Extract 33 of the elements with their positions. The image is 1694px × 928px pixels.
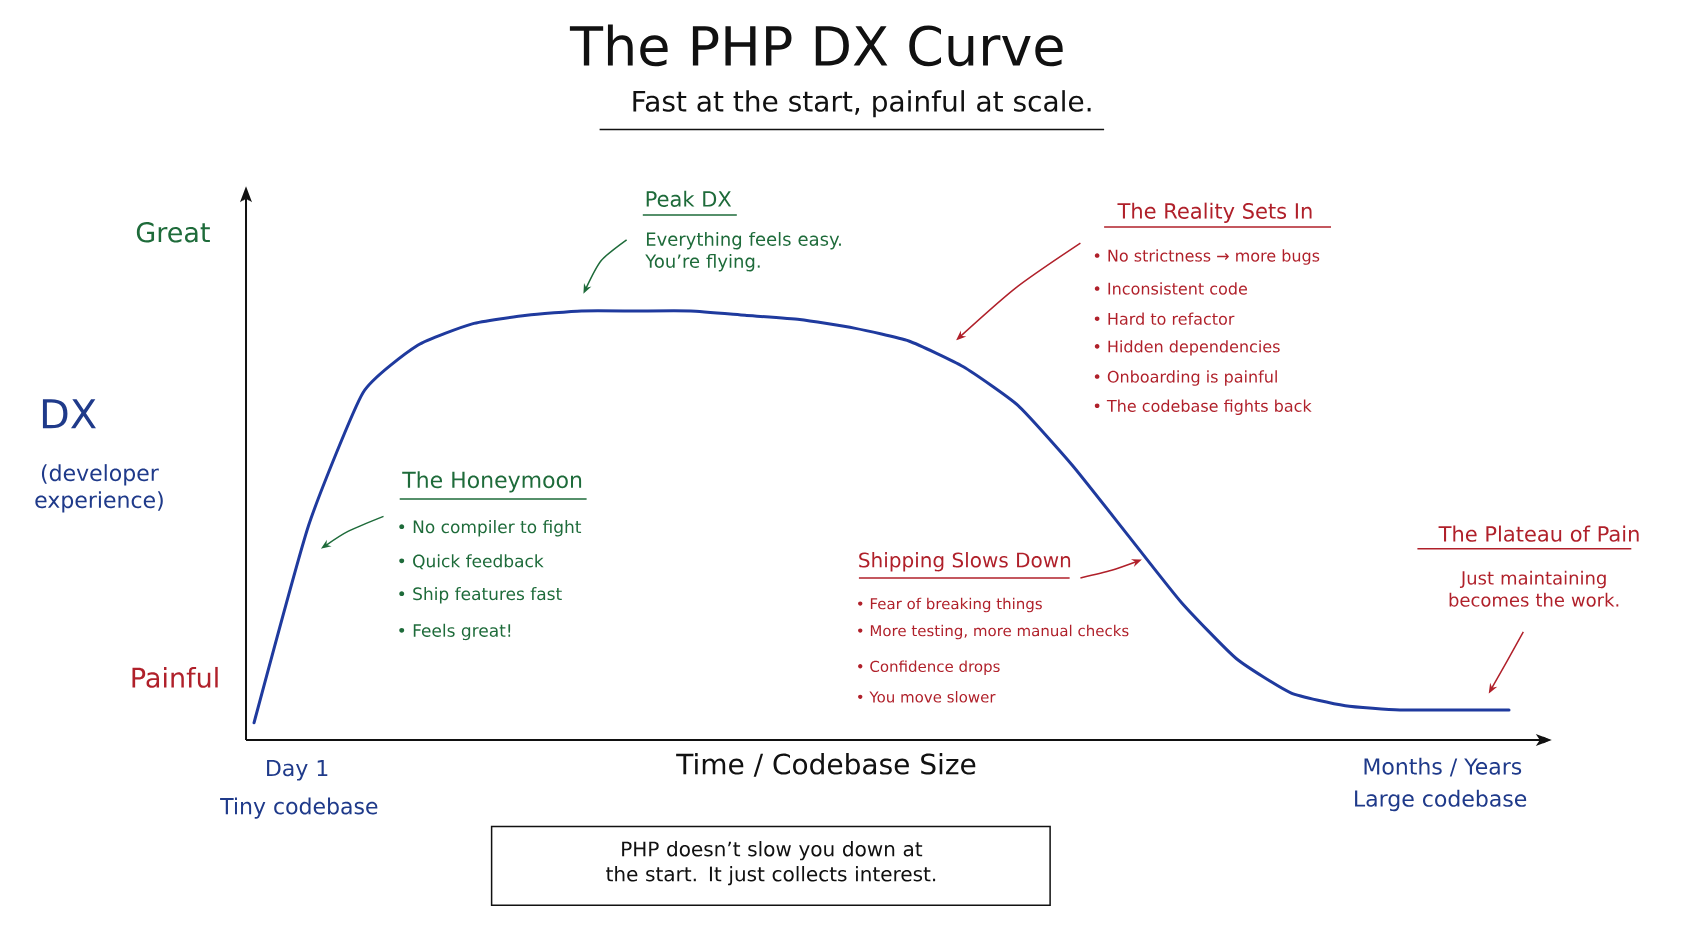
text: • No strictness → more bugs <box>1094 249 1320 265</box>
annotation: • Confidence drops <box>858 660 1000 675</box>
annotation: Just maintaining becomes the work. <box>1449 570 1619 607</box>
text: Large codebase <box>1355 789 1527 812</box>
annotation: • Ship features fast <box>399 587 562 604</box>
annotation: • You move slower <box>858 690 996 703</box>
annotation: • Feels great! <box>399 623 511 641</box>
chart-subtitle: Fast at the start, painful at scale. <box>633 90 1091 118</box>
annotation: • Hard to refactor <box>1094 312 1235 325</box>
annotation: • The codebase fights back <box>1094 399 1312 416</box>
x-axis-title: Time / Codebase Size <box>676 752 976 777</box>
text: Day 1 <box>267 759 328 781</box>
chart-title: The PHP DX Curve <box>569 24 1063 67</box>
annotation: • Quick feedback <box>399 554 544 570</box>
text: Tiny codebase <box>220 797 378 819</box>
annotation: The Plateau of Pain <box>1438 525 1639 542</box>
annotation: • Hidden dependencies <box>1094 340 1280 356</box>
annotation: The Honeymoon <box>402 471 582 493</box>
text: (developer experience) <box>35 464 163 513</box>
text: Great <box>136 222 210 243</box>
annotation: • Fear of breaking things <box>858 597 1042 613</box>
annotation: • More testing, more manual checks <box>858 624 1129 640</box>
annotation: Shipping Slows Down <box>859 552 1071 572</box>
text: The Reality Sets In <box>1117 202 1312 223</box>
text: Everything feels easy. You’re flying. <box>645 231 841 272</box>
text: Painful <box>132 666 218 688</box>
text: PHP doesn’t slow you down at the start. It just collects interest. <box>606 841 936 886</box>
annotation: • Onboarding is painful <box>1094 370 1277 386</box>
annotation: • No compiler to fight <box>399 520 582 537</box>
text: Peak DX <box>646 190 732 207</box>
text: • Inconsistent code <box>1094 282 1247 295</box>
y-axis-title: DX <box>42 399 96 429</box>
text: Months / Years <box>1364 757 1522 777</box>
